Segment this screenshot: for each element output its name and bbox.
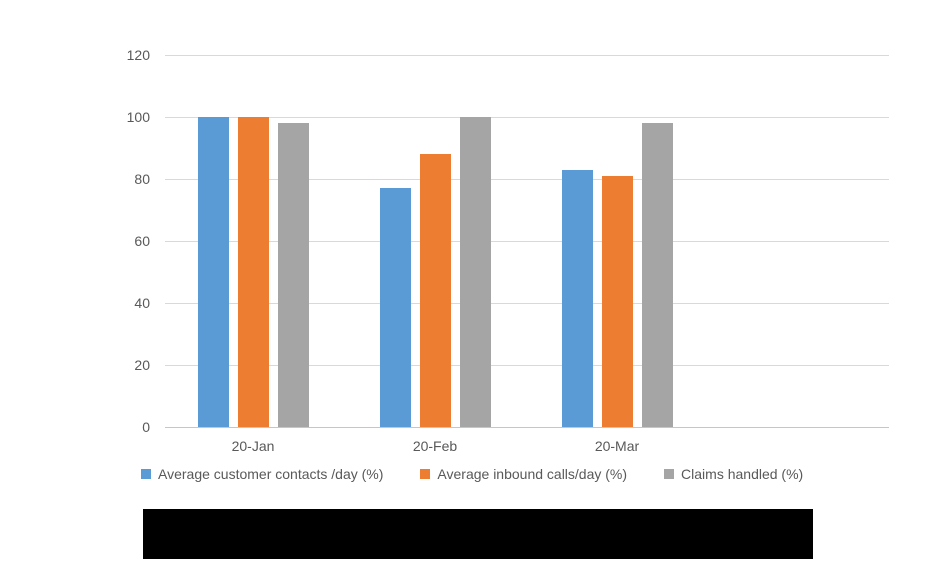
bar-20-Jan-series-1 — [197, 117, 229, 427]
legend-swatch-icon — [420, 469, 431, 479]
x-axis-category-label: 20-Jan — [231, 438, 275, 454]
y-axis-tick-label: 60 — [134, 233, 150, 249]
gridline — [165, 55, 889, 56]
y-axis-tick-label: 0 — [142, 419, 150, 435]
y-axis-tick-label: 40 — [134, 295, 150, 311]
gridline — [165, 179, 889, 180]
legend-swatch-icon — [664, 469, 675, 479]
bar-20-Jan-series-2 — [237, 117, 269, 427]
y-axis-tick-label: 20 — [134, 357, 150, 373]
bar-20-Feb-series-2 — [419, 154, 451, 427]
legend-item: Claims handled (%) — [664, 466, 803, 482]
bar-20-Mar-series-1 — [561, 169, 593, 427]
bar-20-Mar-series-3 — [641, 123, 673, 427]
y-axis-tick-label: 80 — [134, 171, 150, 187]
y-axis-tick-label: 120 — [126, 47, 150, 63]
legend-label: Average customer contacts /day (%) — [158, 466, 384, 482]
legend-swatch-icon — [141, 469, 151, 479]
legend-label: Claims handled (%) — [681, 466, 804, 482]
bar-20-Jan-series-3 — [277, 123, 309, 427]
legend-item: Average customer contacts /day (%) — [141, 466, 383, 482]
chart-legend: Average customer contacts /day (%) Averag… — [141, 466, 803, 482]
legend-item: Average inbound calls/day (%) — [420, 466, 627, 482]
x-axis-line — [165, 427, 889, 428]
bar-20-Feb-series-1 — [379, 188, 411, 427]
bar-20-Feb-series-3 — [459, 117, 491, 427]
bar-20-Mar-series-2 — [601, 175, 633, 427]
x-axis-category-label: 20-Mar — [594, 438, 640, 454]
redacted-caption-block — [143, 509, 813, 559]
x-axis-category-label: 20-Feb — [412, 438, 458, 454]
gridline — [165, 241, 889, 242]
legend-label: Average inbound calls/day (%) — [437, 466, 628, 482]
gridline — [165, 117, 889, 118]
gridline — [165, 303, 889, 304]
gridline — [165, 365, 889, 366]
y-axis-tick-label: 100 — [126, 109, 150, 125]
